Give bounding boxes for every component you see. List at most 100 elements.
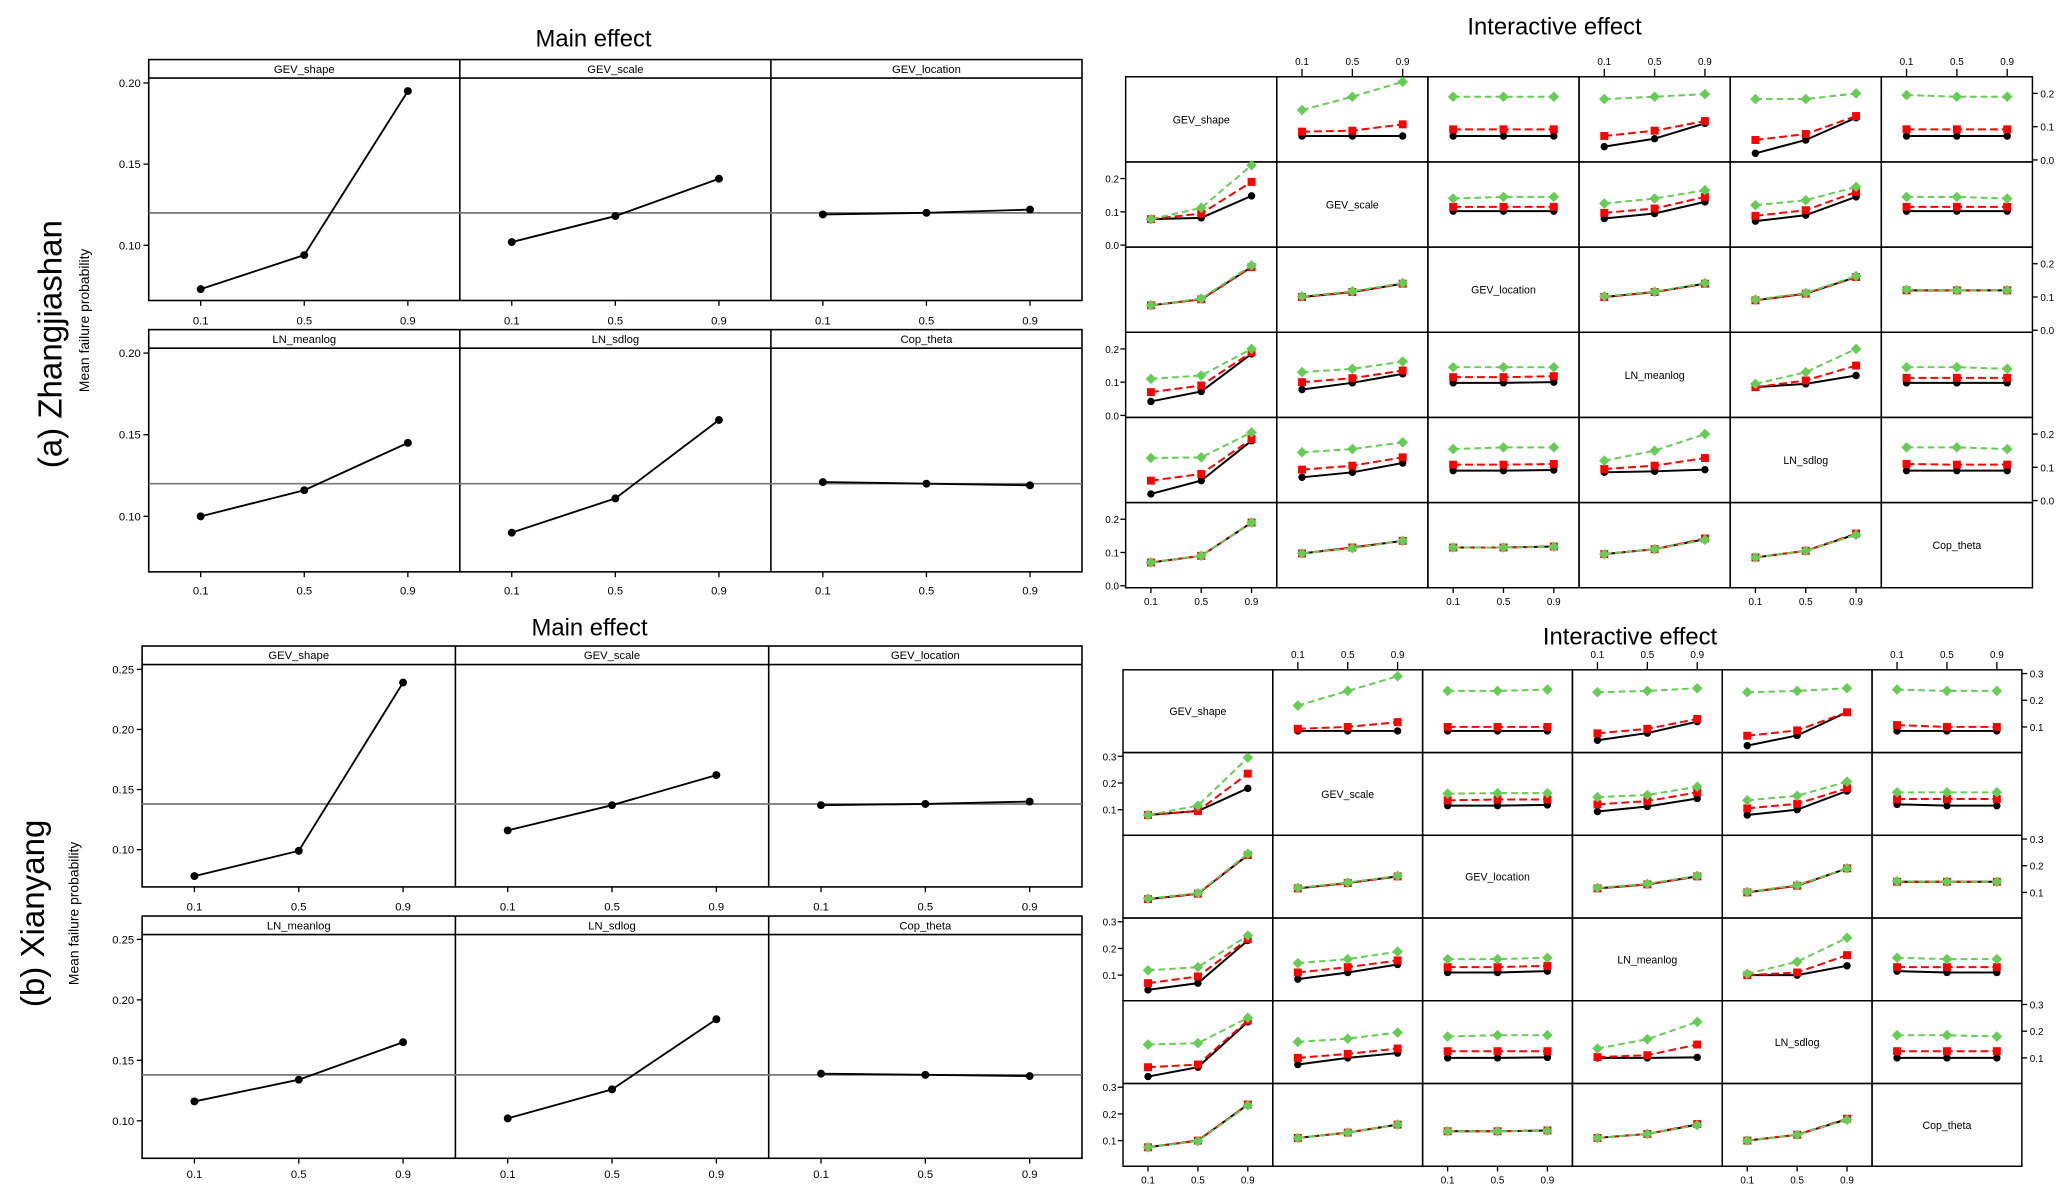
y-tick-label: 0.3: [2030, 1000, 2044, 1011]
circle-marker: [1294, 975, 1302, 983]
square-marker: [1293, 1053, 1302, 1062]
square-marker: [1942, 795, 1951, 803]
square-marker: [1499, 125, 1508, 134]
square-marker: [1992, 1047, 2001, 1056]
series-line: [1597, 785, 1698, 799]
square-marker: [1600, 208, 1609, 217]
square-marker: [1348, 461, 1357, 470]
diagonal-variable-label: LN_meanlog: [1625, 370, 1685, 382]
y-tick-label: 0.1: [1105, 548, 1119, 559]
diamond-marker: [2001, 285, 2013, 296]
circle-marker: [1144, 1072, 1152, 1081]
square-marker: [1942, 1047, 1951, 1056]
x-tick-label: 0.1: [1291, 650, 1305, 661]
square-marker: [1298, 378, 1307, 387]
series-line: [1297, 1031, 1398, 1043]
diamond-marker: [1741, 968, 1753, 980]
square-marker: [1493, 1047, 1502, 1056]
matrix-cell: GEV_scale: [1276, 161, 1429, 248]
y-tick-label: 0.1: [2030, 888, 2044, 899]
data-point: [608, 1085, 617, 1094]
diamond-marker: [1192, 961, 1204, 973]
diamond-marker: [1850, 529, 1862, 541]
square-marker: [1549, 372, 1558, 381]
diamond-marker: [1891, 952, 1903, 964]
y-tick-label: 0.0: [2040, 497, 2054, 508]
matrix-cell: [1880, 161, 2034, 248]
diamond-marker: [1442, 788, 1453, 799]
square-marker: [1493, 722, 1502, 731]
matrix-cell: GEV_shape: [1124, 76, 1278, 163]
x-tick-label: 0.1: [1446, 597, 1460, 608]
diamond-marker: [1901, 89, 1912, 101]
diamond-marker: [1447, 443, 1459, 455]
square-marker: [1801, 376, 1810, 385]
data-point: [817, 1069, 825, 1078]
y-tick-label: 0.0: [1105, 241, 1119, 252]
x-tick-label: 0.9: [711, 315, 727, 327]
y-tick-label: 0.15: [112, 785, 134, 797]
x-tick-label: 0.5: [918, 1169, 934, 1181]
cell-frame: [1427, 76, 1580, 163]
data-point: [714, 416, 723, 424]
main-effect-line: [511, 419, 720, 534]
x-tick-label: 0.5: [604, 1169, 620, 1181]
matrix-cell: [1729, 501, 1883, 589]
diamond-marker: [1598, 548, 1610, 560]
diamond-marker: [1542, 684, 1553, 695]
diamond-marker: [2001, 443, 2013, 455]
panel-label: (b) Xianyang: [15, 820, 52, 1008]
circle-marker: [1650, 134, 1659, 143]
square-marker: [1893, 721, 1902, 730]
square-marker: [1843, 784, 1851, 793]
y-tick-label: 0.15: [119, 430, 141, 442]
diamond-marker: [1397, 76, 1408, 88]
square-marker: [1293, 968, 1302, 977]
square-marker: [1852, 112, 1861, 121]
matrix-cell: [1871, 751, 2023, 837]
diamond-marker: [1691, 781, 1703, 793]
diamond-marker: [1991, 953, 2003, 965]
square-marker: [1449, 460, 1458, 469]
square-marker: [1197, 470, 1206, 478]
x-tick-label: 0.1: [500, 1169, 516, 1181]
diamond-marker: [1142, 965, 1154, 976]
series-line: [1897, 880, 1997, 883]
diamond-marker: [1145, 213, 1157, 225]
square-marker: [1449, 373, 1458, 382]
matrix-cell: [1729, 331, 1883, 419]
matrix-cell: [1427, 161, 1580, 248]
x-tick-label: 0.9: [1245, 597, 1259, 608]
diamond-marker: [1891, 1029, 1903, 1041]
diamond-marker: [1991, 876, 2003, 888]
x-tick-label: 0.1: [1441, 1175, 1455, 1186]
series-line: [1747, 687, 1848, 694]
x-tick-label: 0.9: [709, 902, 725, 914]
diamond-marker: [1841, 776, 1853, 787]
diagonal-variable-label: GEV_shape: [1169, 706, 1226, 718]
square-marker: [1146, 388, 1155, 397]
matrix-cell: [1427, 501, 1580, 589]
y-tick-label: 0.2: [1103, 1110, 1117, 1121]
series-line: [1301, 360, 1403, 374]
circle-marker: [1393, 727, 1402, 735]
square-marker: [1144, 979, 1153, 988]
circle-marker: [1893, 1054, 1901, 1062]
x-tick-label: 0.5: [1648, 57, 1662, 68]
square-marker: [1398, 120, 1407, 129]
x-tick-label: 0.9: [400, 315, 416, 327]
matrix-cell: [1578, 416, 1731, 504]
panel-frame: [147, 328, 1083, 573]
y-axis-label: Mean failure probability: [76, 249, 92, 393]
cell-frame: [1871, 669, 2023, 754]
diamond-marker: [1951, 91, 1963, 103]
square-marker: [1543, 795, 1552, 804]
data-point: [611, 494, 620, 503]
square-marker: [1493, 963, 1502, 972]
y-tick-label: 0.2: [1103, 779, 1117, 790]
square-marker: [1298, 465, 1307, 474]
diamond-marker: [1741, 886, 1753, 898]
x-tick-label: 0.9: [1396, 57, 1410, 68]
x-tick-label: 0.9: [1690, 650, 1704, 661]
circle-marker: [1693, 794, 1701, 803]
